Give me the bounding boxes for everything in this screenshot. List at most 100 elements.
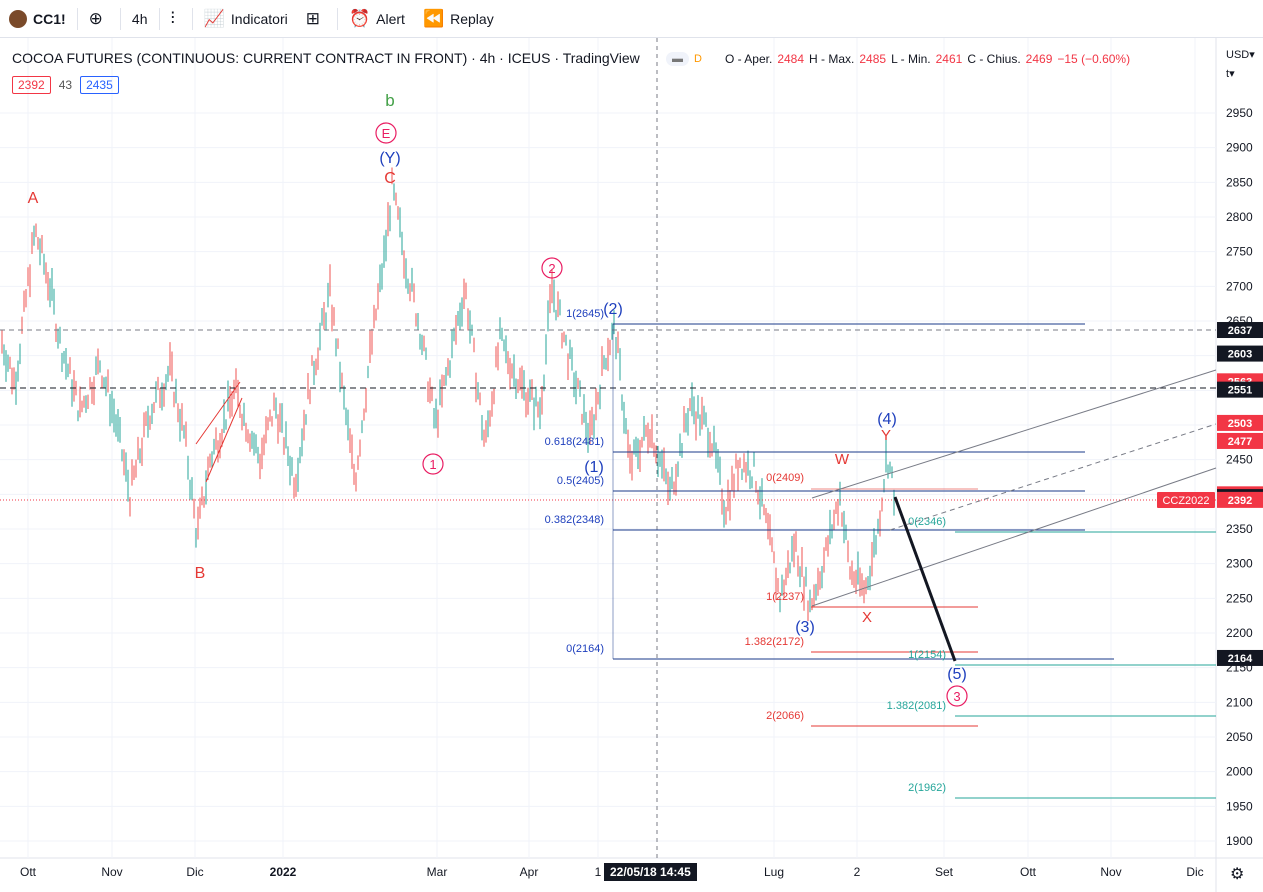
price-tag-bg [1217, 414, 1263, 431]
chevron-down-icon: ▾ [1249, 49, 1255, 61]
rewind-icon: ⏪ [422, 8, 445, 28]
indicators-button[interactable]: 📈 Indicatori [195, 0, 297, 38]
add-symbol-button[interactable]: ⊕ [80, 0, 118, 38]
price-tick: 2450 [1226, 453, 1253, 467]
legend-collapse-pill[interactable]: ▬ [666, 52, 689, 66]
delay-flag: D [694, 53, 702, 65]
time-tick: Nov [101, 865, 122, 879]
fib-label: 0(2164) [566, 643, 604, 655]
chevron-down-icon: ▾ [1229, 68, 1235, 80]
price-tick: 2000 [1226, 765, 1253, 779]
chart-legend-title: COCOA FUTURES (CONTINUOUS: CURRENT CONTR… [12, 50, 640, 66]
chart-pane[interactable] [0, 38, 1216, 858]
wave-label-Y-big: (Y) [379, 150, 400, 167]
wedge-line [205, 397, 243, 483]
wave-label-A: A [28, 190, 39, 207]
alert-button[interactable]: ⏰ Alert [340, 0, 414, 38]
symbol-label: CC1! [33, 10, 66, 27]
fib-set-3 [955, 531, 1216, 799]
time-tick: 2 [854, 865, 861, 879]
bars-chart-icon: ⫶ [170, 8, 175, 28]
price-tag: 2164 [1228, 653, 1253, 665]
plus-circle-icon: ⊕ [88, 8, 103, 28]
price-chart[interactable]: 1(2645) 0.618(2481) 0.5(2405) 0.382(2348… [0, 38, 1263, 892]
buy-price-box[interactable]: 2435 [80, 76, 119, 94]
projection-arrow-line [893, 496, 957, 662]
indicators-icon: 📈 [203, 8, 225, 28]
unit-selector[interactable]: t▾ [1226, 67, 1235, 80]
price-tick: 2850 [1226, 175, 1253, 189]
symbol-selector[interactable]: CC1! [0, 0, 75, 38]
fib-label: 0(2409) [766, 472, 804, 484]
wave-label-2: (2) [603, 301, 623, 318]
currency-selector[interactable]: USD▾ [1226, 48, 1255, 61]
price-axis[interactable]: 2950290028502800275027002650260025502500… [1226, 106, 1253, 848]
high-label: H - Max. [809, 52, 855, 66]
price-tag-bg [1217, 345, 1263, 362]
wave-label-W: W [835, 451, 850, 468]
fib-label: 1(2237) [766, 591, 804, 603]
price-tag: 2637 [1228, 325, 1252, 337]
low-label: L - Min. [891, 52, 931, 66]
interval-button[interactable]: 4h [123, 0, 157, 38]
price-tag-bg [1217, 432, 1263, 449]
price-tick: 1900 [1226, 834, 1253, 848]
chart-type-button[interactable]: ⫶ [162, 0, 190, 38]
wave-label-b: b [385, 91, 394, 110]
wedge-line [195, 381, 241, 445]
channel-upper-line [811, 369, 1217, 499]
toolbar-divider [76, 7, 78, 30]
wave-label-B: B [195, 565, 206, 582]
ohlc-readout: ▬ D O - Aper. 2484 H - Max. 2485 L - Min. 2… [666, 52, 1130, 66]
time-tick: Nov [1100, 865, 1121, 879]
candles [1, 167, 895, 622]
fib-set-3-labels: 0(2346) 1(2154) 1.382(2081) 2(1962) [887, 516, 946, 794]
wave-label-circle3: 3 [953, 689, 960, 704]
crosshair-date-label: 22/05/18 14:45 [604, 863, 697, 881]
price-tick: 2100 [1226, 695, 1253, 709]
sell-price-box[interactable]: 2392 [12, 76, 51, 94]
replay-button[interactable]: ⏪ Replay [414, 0, 503, 38]
layouts-button[interactable]: ⊞ [297, 0, 335, 38]
fib-set-2-labels: 0(2409) 1(2237) 1.382(2172) 2(2066) [745, 472, 804, 722]
toolbar-divider [336, 7, 338, 30]
wave-label-C: C [384, 170, 396, 187]
price-tick: 2750 [1226, 245, 1253, 259]
top-toolbar: CC1! ⊕ 4h ⫶ 📈 Indicatori ⊞ ⏰ Alert ⏪ Rep… [0, 0, 1263, 38]
alert-label: Alert [376, 10, 405, 27]
time-tick: Dic [1186, 865, 1203, 879]
price-tag: 2603 [1228, 349, 1252, 361]
price-tick: 2050 [1226, 730, 1253, 744]
price-tag-bg [1217, 491, 1263, 508]
fib-label: 1(2154) [908, 649, 946, 661]
time-tick: 1 [595, 865, 602, 879]
price-tag: 2477 [1228, 436, 1252, 448]
price-tick: 2300 [1226, 557, 1253, 571]
fib-label: 0.618(2481) [545, 436, 604, 448]
price-tick: 2700 [1226, 279, 1253, 293]
fib-label: 2(2066) [766, 710, 804, 722]
gear-icon[interactable]: ⚙ [1230, 866, 1245, 883]
grid-layout-icon: ⊞ [305, 8, 320, 28]
wave-label-circle1: 1 [429, 457, 436, 472]
wave-label-3: (3) [795, 619, 815, 636]
wave-label-5: (5) [947, 666, 967, 683]
wave-label-E: E [382, 126, 391, 141]
time-tick: Apr [520, 865, 539, 879]
fib-label: 0(2346) [908, 516, 946, 528]
spread-value: 43 [58, 78, 73, 92]
time-tick: 2022 [270, 865, 297, 879]
price-tag: 2551 [1228, 385, 1252, 397]
channel-mid-line [889, 423, 1217, 531]
fib-set-1-labels: 1(2645) 0.618(2481) 0.5(2405) 0.382(2348… [545, 308, 604, 655]
wave-label-X: X [862, 609, 872, 626]
price-tag-bg [1217, 322, 1263, 339]
bid-ask-boxes: 2392 43 2435 [12, 76, 119, 94]
price-tag-bg [1217, 649, 1263, 666]
price-tick: 2350 [1226, 522, 1253, 536]
toolbar-divider [119, 7, 121, 30]
fib-label: 1(2645) [566, 308, 604, 320]
time-axis[interactable]: Ott Nov Dic 2022 Mar Apr 1 Lug 2 Set Ott Nov Dic [20, 865, 1204, 879]
fib-label: 1.382(2081) [887, 700, 946, 712]
high-value: 2485 [859, 52, 887, 66]
